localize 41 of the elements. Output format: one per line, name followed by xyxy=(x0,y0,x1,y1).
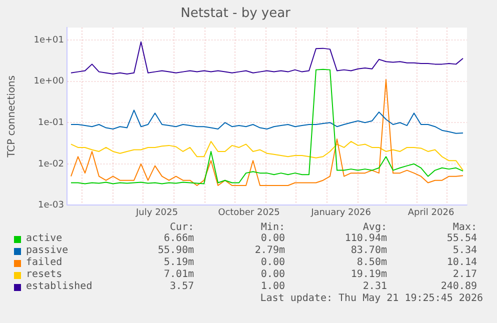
text: 0.00 xyxy=(260,257,285,268)
text: 3.57 xyxy=(170,281,194,292)
y-axis-title: TCP connections xyxy=(6,75,18,158)
chart-title: Netstat - by year xyxy=(180,6,292,22)
text: Avg: xyxy=(362,222,387,233)
text: 6.66m xyxy=(164,233,194,244)
text: 83.70m xyxy=(350,245,387,256)
legend-label: established xyxy=(26,281,92,292)
text: 5.19m xyxy=(164,257,194,268)
text: 7.01m xyxy=(164,269,194,280)
text: 0.00 xyxy=(260,233,285,244)
x-tick-label: January 2026 xyxy=(310,208,372,218)
text: Last update: Thu May 21 19:25:45 2026 xyxy=(260,293,483,304)
text: 19.19m xyxy=(350,269,387,280)
text: Min: xyxy=(260,222,285,233)
text: 55.90m xyxy=(158,245,194,256)
y-tick-label: 1e-01 xyxy=(38,118,64,128)
y-tick-label: 1e-02 xyxy=(38,159,64,170)
text: 2.17 xyxy=(452,269,477,280)
text: 0.00 xyxy=(260,269,285,280)
text: 110.94m xyxy=(344,233,387,244)
x-tick-label: October 2025 xyxy=(218,208,280,218)
legend-label: passive xyxy=(26,245,68,256)
y-tick-label: 1e+00 xyxy=(34,76,64,87)
text: Max: xyxy=(452,222,477,233)
text: 10.14 xyxy=(446,257,477,268)
y-tick-label: 1e-03 xyxy=(38,200,64,211)
x-tick-label: April 2026 xyxy=(408,208,454,218)
legend-label: resets xyxy=(26,269,62,280)
text: 1.00 xyxy=(260,281,285,292)
legend-label: active xyxy=(26,233,62,244)
text: 8.50m xyxy=(356,257,387,268)
text: 55.54 xyxy=(446,233,477,244)
y-tick-label: 1e+01 xyxy=(34,35,64,46)
text: 2.31 xyxy=(362,281,387,292)
legend-label: failed xyxy=(26,257,62,268)
x-tick-label: July 2025 xyxy=(135,208,178,218)
text: Cur: xyxy=(170,222,194,233)
text: 5.34 xyxy=(452,245,477,256)
text: 240.89 xyxy=(440,281,477,292)
text: 2.79m xyxy=(254,245,285,256)
